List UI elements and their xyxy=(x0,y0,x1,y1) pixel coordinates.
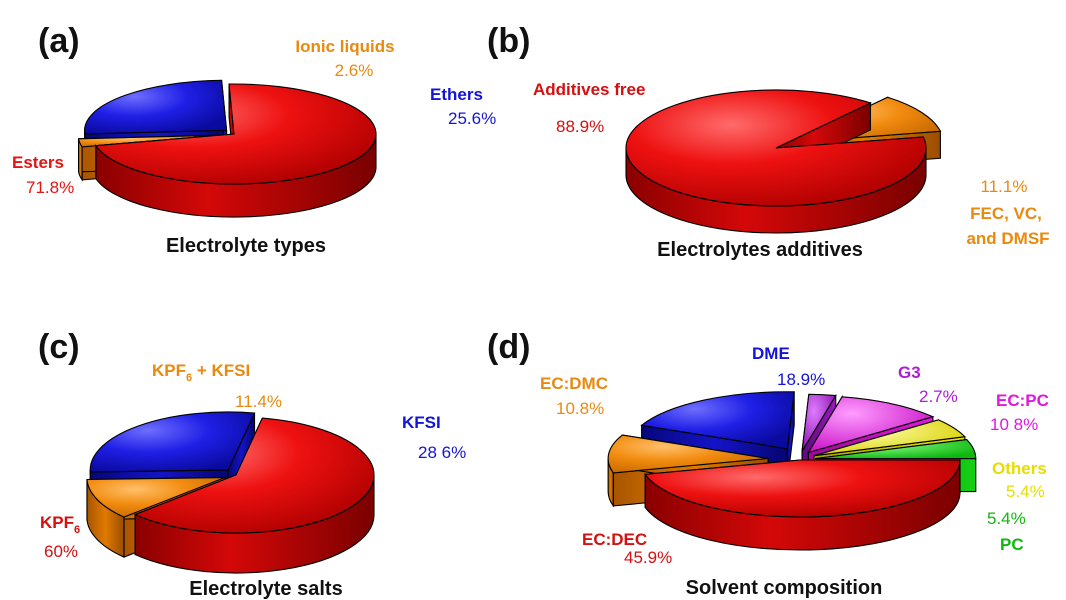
label-others-name: Others xyxy=(992,459,1047,478)
slice-d-0-top xyxy=(644,459,961,518)
label-kpf6-sub: 6 xyxy=(74,524,80,536)
label-dme-value: 18.9% xyxy=(777,370,825,389)
label-ethers-name: Ethers xyxy=(430,85,483,104)
panel-label-d: (d) xyxy=(487,328,530,366)
chart-title-d: Solvent composition xyxy=(686,577,883,599)
panel-label-c: (c) xyxy=(38,328,80,366)
label-additives-free-name: Additives free xyxy=(533,80,645,99)
label-g3-name: G3 xyxy=(898,363,921,382)
label-g3-value: 2.7% xyxy=(919,387,958,406)
slice-d-3-top xyxy=(801,393,837,452)
slice-d-ec-dec xyxy=(644,459,961,551)
label-kfsi-name: KFSI xyxy=(402,413,441,432)
chart-title-a: Electrolyte types xyxy=(166,235,326,257)
slice-b-additives-free xyxy=(625,89,927,234)
label-esters-name: Esters xyxy=(12,153,64,172)
label-pc-name: PC xyxy=(1000,535,1024,554)
label-kfsi-value: 28 6% xyxy=(418,443,466,462)
label-kpf6-kfsi-base: KPF xyxy=(152,361,186,380)
slice-d-5-top xyxy=(813,419,967,457)
slice-d-6-top xyxy=(815,438,977,460)
label-additives-free-value: 88.9% xyxy=(556,117,604,136)
slice-a-2-top xyxy=(84,79,228,135)
label-ethers-value: 25.6% xyxy=(448,109,496,128)
label-additives-name-line1: FEC, VC, xyxy=(970,204,1042,223)
label-pc-value: 5.4% xyxy=(987,509,1026,528)
label-ec-pc-name: EC:PC xyxy=(996,391,1049,410)
label-kpf6-kfsi-value: 11.4% xyxy=(235,392,282,411)
label-esters-value: 71.8% xyxy=(26,178,74,197)
label-ec-pc-value: 10 8% xyxy=(990,415,1038,434)
label-ec-dmc-name: EC:DMC xyxy=(540,374,608,393)
label-kpf6-name: KPF6 xyxy=(40,513,80,536)
slice-a-0-top xyxy=(94,83,377,185)
label-ec-dmc-value: 10.8% xyxy=(556,399,604,418)
label-kpf6-kfsi-sub: 6 xyxy=(186,372,192,384)
chart-title-c: Electrolyte salts xyxy=(189,578,342,600)
slice-d-4-top xyxy=(807,396,935,454)
label-kpf6-kfsi-name: KPF6 + KFSI xyxy=(152,361,250,384)
slice-c-0-top xyxy=(133,417,375,534)
slice-d-1-top xyxy=(607,434,769,474)
label-kpf6-value: 60% xyxy=(44,542,78,561)
panel-label-a: (a) xyxy=(38,22,80,60)
slice-d-2-top xyxy=(640,391,795,450)
label-kpf6-base: KPF xyxy=(40,513,74,532)
slice-a-esters xyxy=(94,83,377,218)
label-ec-dec-name: EC:DEC xyxy=(582,530,647,549)
label-others-value: 5.4% xyxy=(1006,482,1045,501)
label-dme-name: DME xyxy=(752,344,790,363)
label-ionic-liquids-name: Ionic liquids xyxy=(295,37,394,56)
label-additives-name-line2: and DMSF xyxy=(966,229,1049,248)
panel-label-b: (b) xyxy=(487,22,530,60)
label-additives-value: 11.1% xyxy=(981,177,1028,196)
slice-c-kpf6 xyxy=(133,417,375,574)
slice-c-2-top xyxy=(89,411,256,473)
slice-c-1-top xyxy=(86,476,226,518)
chart-title-b: Electrolytes additives xyxy=(657,239,863,261)
slice-b-0-top xyxy=(625,89,927,207)
label-kpf6-kfsi-tail: + KFSI xyxy=(192,361,250,380)
label-ec-dec-value: 45.9% xyxy=(624,548,672,567)
label-ionic-liquids-value: 2.6% xyxy=(335,61,374,80)
